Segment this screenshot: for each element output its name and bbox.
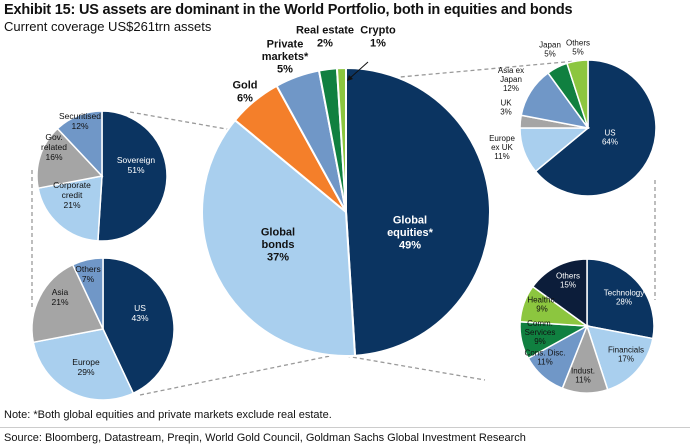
slice-label: Asia 21% (51, 287, 68, 307)
chart-subtitle: Current coverage US$261trn assets (4, 19, 212, 34)
slice-label: Global equities* 49% (387, 214, 434, 251)
pie-slice (37, 175, 103, 242)
pie-equities-sector: Technology 28% Financials 17% Indust. 11% Cons… (519, 258, 655, 394)
pie-slice (32, 328, 135, 401)
pie-slice (102, 257, 175, 395)
pie-slice (586, 258, 655, 340)
pie-slice (201, 118, 357, 357)
slice-label: Others 7% (75, 264, 101, 284)
slice-label: Healthc. 9% (527, 295, 556, 313)
divider (0, 427, 690, 428)
pie-slice (335, 66, 347, 213)
slice-label: US 64% (602, 128, 618, 146)
pie-bonds-region: US 43% Europe 29% Asia 21% Others 7% (31, 257, 175, 401)
slice-label: Financials 17% (608, 345, 644, 363)
pie-slice (71, 257, 104, 330)
slice-label: Japan 5% (539, 40, 561, 58)
slice-label: Indust. 11% (571, 366, 595, 384)
slice-label: Asia ex Japan 12% (498, 66, 524, 93)
connector-line (139, 355, 331, 396)
slice-label: Private markets* 5% (262, 38, 309, 75)
slice-label: Europe ex UK 11% (489, 134, 515, 161)
pie-slice (566, 59, 589, 129)
slice-label: Cons. Disc. 11% (525, 348, 566, 366)
slice-label: Global bonds 37% (261, 226, 295, 263)
slice-label: Gold 6% (232, 80, 257, 105)
slice-label: Technology 28% (604, 288, 644, 306)
pie-slice (36, 127, 104, 190)
pie-slice (534, 59, 657, 197)
slice-label: Comm. Services 9% (525, 319, 556, 346)
chart-title: Exhibit 15: US assets are dominant in th… (4, 2, 573, 18)
pie-equities-region: US 64% Europe ex UK 11% UK 3% Asia ex Japan 12% Ja… (489, 38, 657, 197)
pie-slice (97, 110, 168, 242)
slice-label: Corporate credit 21% (53, 180, 91, 210)
crypto-arrow-head (347, 75, 353, 81)
pie-slice (31, 263, 105, 344)
slice-label: Gov. related 16% (41, 132, 67, 162)
slice-label: Crypto 1% (360, 25, 396, 50)
slice-label: Europe 29% (72, 357, 100, 377)
slice-label: US 43% (131, 303, 148, 323)
footnote: Note: *Both global equities and private … (4, 409, 332, 421)
pie-slice (585, 325, 654, 391)
connector-line (344, 59, 588, 83)
connector-line (345, 355, 486, 381)
slice-label: Real estate 2% (296, 25, 354, 50)
pie-slice (345, 66, 492, 357)
pie-world: Global equities* 49% Global bonds 37% Gold 6%Pr… (201, 25, 492, 357)
pie-slice (531, 258, 588, 328)
pie-bonds-type: Sovereign 51% Corporate credit 21% Gov. relate… (36, 110, 168, 242)
slice-label: Others 15% (556, 271, 580, 289)
source-note: Source: Bloomberg, Datastream, Preqin, W… (4, 432, 526, 444)
slice-label: Sovereign 51% (117, 155, 156, 175)
crypto-arrow (348, 61, 369, 80)
pie-slice (56, 110, 103, 178)
slice-label: UK 3% (500, 98, 512, 116)
slice-label: Others 5% (566, 38, 590, 56)
connector-line (129, 111, 233, 131)
slice-label: Securitised 12% (59, 111, 101, 131)
